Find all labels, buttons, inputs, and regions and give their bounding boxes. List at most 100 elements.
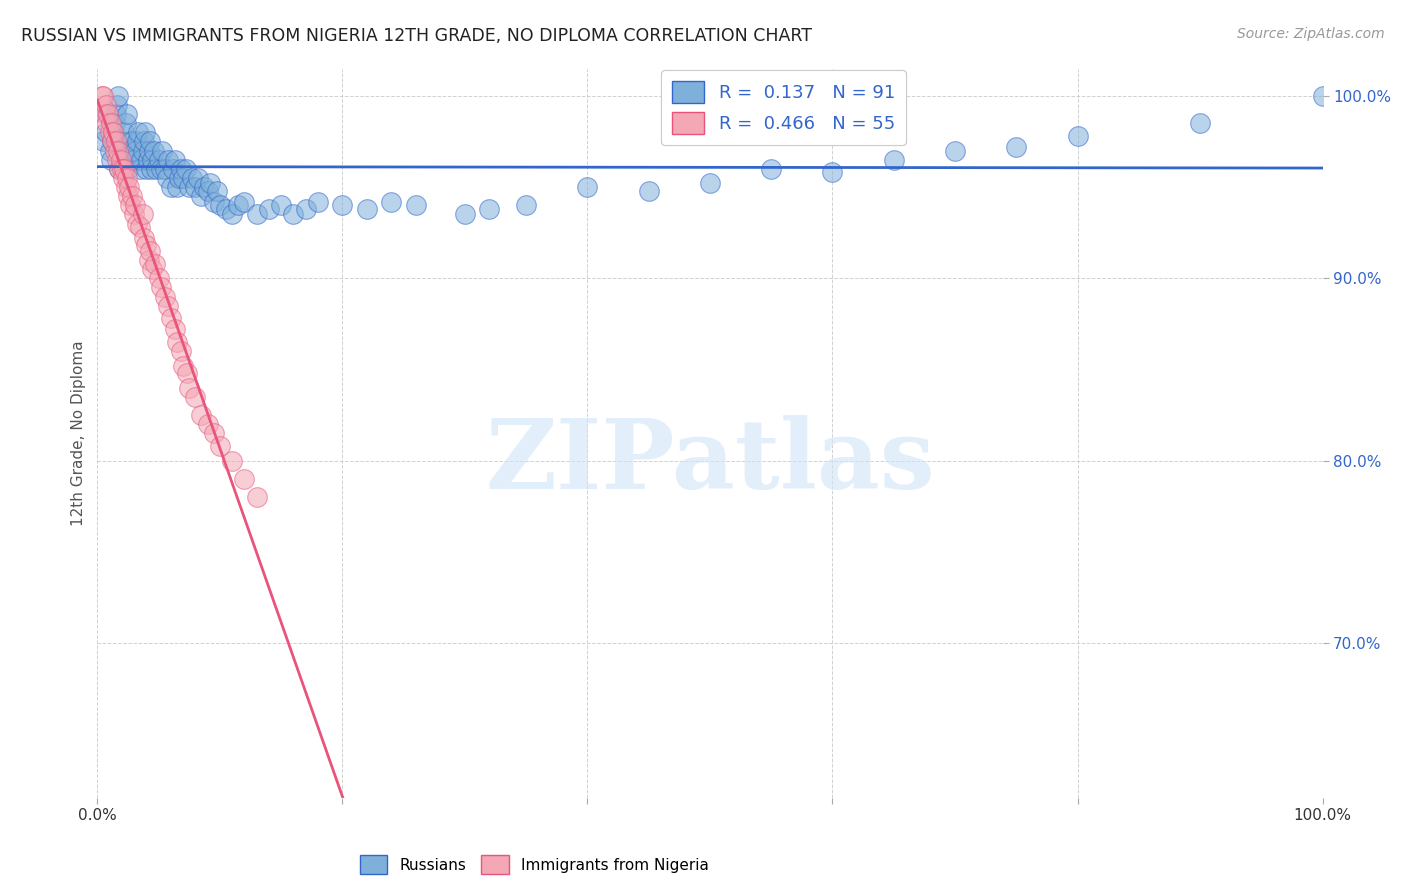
Point — [215, 202, 238, 216]
Point — [153, 289, 176, 303]
Point — [125, 135, 148, 149]
Point — [108, 161, 131, 176]
Point — [100, 116, 122, 130]
Point — [112, 161, 135, 176]
Point — [124, 144, 146, 158]
Point — [1312, 88, 1334, 103]
Point — [110, 153, 132, 167]
Point — [1005, 140, 1028, 154]
Point — [138, 253, 160, 268]
Point — [122, 207, 145, 221]
Point — [197, 417, 219, 432]
Point — [112, 170, 135, 185]
Point — [108, 161, 131, 176]
Point — [166, 180, 188, 194]
Point — [145, 161, 167, 176]
Text: ZIPatlas: ZIPatlas — [485, 416, 935, 509]
Point — [129, 220, 152, 235]
Point — [221, 453, 243, 467]
Point — [105, 153, 128, 167]
Point — [184, 390, 207, 404]
Point — [143, 257, 166, 271]
Point — [127, 125, 149, 139]
Point — [98, 144, 121, 158]
Point — [104, 135, 127, 149]
Point — [515, 198, 537, 212]
Text: Source: ZipAtlas.com: Source: ZipAtlas.com — [1237, 27, 1385, 41]
Point — [157, 153, 180, 167]
Point — [112, 125, 135, 139]
Point — [129, 161, 152, 176]
Point — [207, 184, 229, 198]
Point — [637, 184, 659, 198]
Point — [576, 180, 599, 194]
Point — [104, 107, 127, 121]
Point — [96, 116, 118, 130]
Point — [226, 198, 249, 212]
Point — [111, 144, 134, 158]
Point — [98, 125, 121, 139]
Point — [169, 161, 191, 176]
Point — [160, 311, 183, 326]
Point — [169, 170, 191, 185]
Point — [283, 207, 305, 221]
Point — [94, 98, 117, 112]
Point — [114, 116, 136, 130]
Point — [121, 189, 143, 203]
Point — [100, 153, 122, 167]
Point — [193, 180, 215, 194]
Point — [91, 88, 114, 103]
Point — [821, 165, 844, 179]
Point — [150, 144, 173, 158]
Point — [246, 490, 269, 504]
Legend: Russians, Immigrants from Nigeria: Russians, Immigrants from Nigeria — [353, 849, 716, 880]
Point — [190, 408, 212, 422]
Point — [307, 194, 329, 209]
Point — [141, 161, 163, 176]
Point — [103, 125, 125, 139]
Point — [139, 244, 162, 258]
Point — [160, 180, 183, 194]
Point — [190, 189, 212, 203]
Text: RUSSIAN VS IMMIGRANTS FROM NIGERIA 12TH GRADE, NO DIPLOMA CORRELATION CHART: RUSSIAN VS IMMIGRANTS FROM NIGERIA 12TH … — [21, 27, 813, 45]
Point — [233, 472, 256, 486]
Point — [166, 335, 188, 350]
Point — [117, 189, 139, 203]
Point — [150, 161, 173, 176]
Point — [131, 144, 153, 158]
Point — [93, 135, 115, 149]
Point — [135, 161, 157, 176]
Point — [208, 198, 231, 212]
Point — [121, 135, 143, 149]
Point — [380, 194, 402, 209]
Point — [132, 135, 155, 149]
Point — [454, 207, 477, 221]
Point — [270, 198, 292, 212]
Point — [163, 322, 186, 336]
Point — [294, 202, 316, 216]
Point — [134, 125, 156, 139]
Point — [94, 125, 117, 139]
Point — [172, 170, 194, 185]
Point — [162, 161, 184, 176]
Point — [221, 207, 243, 221]
Point — [208, 439, 231, 453]
Point — [105, 98, 128, 112]
Y-axis label: 12th Grade, No Diploma: 12th Grade, No Diploma — [72, 341, 86, 526]
Point — [179, 381, 201, 395]
Point — [883, 153, 905, 167]
Point — [157, 299, 180, 313]
Point — [761, 161, 783, 176]
Point — [118, 180, 141, 194]
Point — [131, 207, 153, 221]
Point — [356, 202, 378, 216]
Point — [169, 344, 191, 359]
Point — [148, 153, 170, 167]
Point — [1189, 116, 1212, 130]
Point — [101, 135, 124, 149]
Point — [132, 231, 155, 245]
Point — [257, 202, 280, 216]
Point — [187, 170, 209, 185]
Point — [97, 107, 120, 121]
Point — [142, 144, 165, 158]
